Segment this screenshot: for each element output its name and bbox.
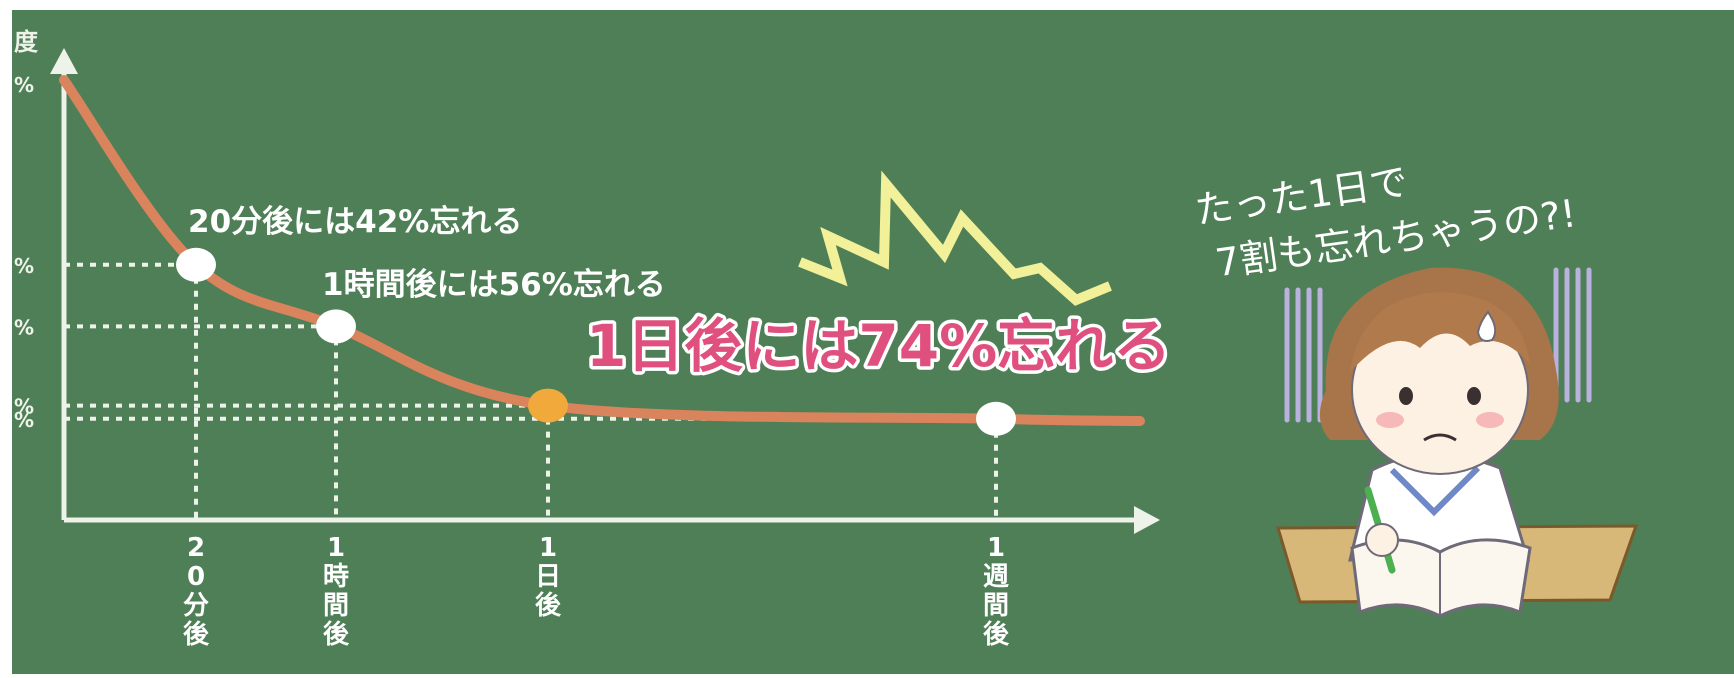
marker-highlight [528, 389, 568, 423]
marker-point [176, 248, 216, 282]
annotation-1hour: 1時間後には56%忘れる [322, 267, 666, 303]
right-eye [1467, 387, 1481, 405]
left-eye [1399, 387, 1413, 405]
marker-point [316, 309, 356, 343]
right-cheek [1476, 412, 1504, 428]
left-cheek [1376, 412, 1404, 428]
y-tick-fragment: % [14, 408, 34, 432]
annotation-1day-highlight: 1日後には74%忘れる [586, 312, 1171, 380]
annotation-20min: 20分後には42%忘れる [188, 204, 522, 240]
hand [1366, 524, 1398, 556]
y-tick-fragment: % [14, 73, 34, 97]
y-axis-label-fragment: 度 [14, 28, 39, 56]
y-tick-fragment: % [14, 254, 34, 278]
y-tick-fragment: % [14, 315, 34, 339]
marker-point [976, 402, 1016, 436]
